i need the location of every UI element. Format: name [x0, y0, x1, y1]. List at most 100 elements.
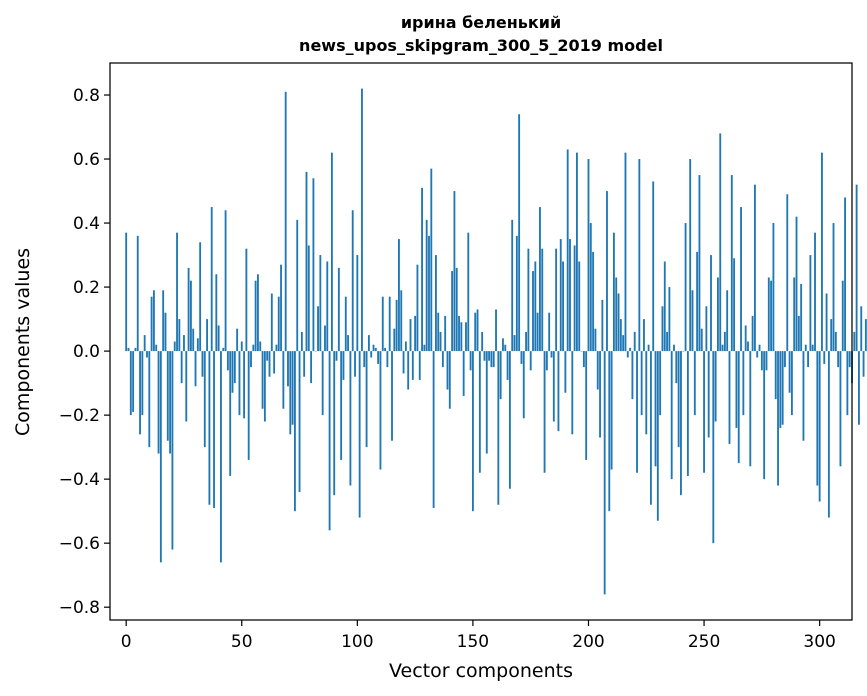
bar [668, 287, 671, 352]
bar [134, 347, 137, 352]
bar [298, 351, 301, 492]
bar [192, 328, 195, 352]
bar [515, 235, 518, 352]
bar [143, 335, 146, 352]
bar [760, 351, 763, 371]
x-tick-label: 150 [457, 632, 489, 652]
bar [818, 351, 821, 502]
bar [164, 312, 167, 352]
y-tick-label: −0.8 [59, 598, 100, 618]
bar [825, 293, 828, 352]
bar [448, 351, 451, 409]
bar [802, 351, 805, 441]
bar [747, 341, 749, 352]
bar [744, 325, 747, 352]
bar [717, 277, 719, 352]
bar [324, 325, 326, 352]
y-tick-label: 0.8 [73, 86, 100, 106]
bar [335, 351, 338, 361]
bar [740, 207, 742, 352]
bar [594, 328, 597, 352]
bar [469, 351, 472, 371]
bar [742, 351, 745, 416]
x-axis-label: Vector components [389, 660, 573, 682]
bar [291, 351, 294, 425]
bar [846, 351, 849, 416]
bar [821, 152, 823, 352]
bar [525, 331, 527, 352]
bar [797, 315, 800, 352]
bar [476, 309, 479, 352]
bar [804, 344, 807, 352]
bar [703, 351, 705, 473]
bar [127, 347, 130, 352]
bar [571, 351, 574, 435]
bar [557, 351, 560, 432]
bar [372, 344, 375, 352]
y-tick-label: 0.2 [73, 278, 100, 298]
bar [381, 296, 384, 352]
bar [636, 351, 638, 473]
bar [210, 207, 213, 352]
bar [841, 280, 844, 352]
bar [617, 293, 620, 352]
bar [858, 351, 860, 425]
bar [439, 331, 442, 352]
bar [349, 351, 352, 486]
bar [307, 245, 310, 352]
bar [536, 312, 539, 352]
bar [358, 351, 361, 518]
bar [728, 351, 731, 444]
bar [187, 267, 190, 352]
bar [543, 351, 546, 473]
bar [502, 338, 504, 352]
x-axis-ticks: 0 50 100 150 200 250 300 [121, 620, 836, 652]
bar [317, 306, 319, 352]
bar [465, 322, 467, 352]
bar [659, 351, 662, 416]
bar [807, 351, 810, 368]
bar [421, 187, 423, 352]
bar [562, 261, 564, 352]
bar [612, 232, 615, 352]
bar [705, 306, 708, 352]
bar [596, 351, 599, 390]
bar [619, 319, 622, 352]
bar [545, 351, 548, 371]
bar [284, 91, 287, 352]
bar [827, 351, 830, 518]
y-axis-ticks: −0.8 −0.6 −0.4 −0.2 0.0 0.2 0.4 0.6 0.8 [59, 86, 110, 618]
bar [162, 290, 165, 352]
bar [573, 245, 576, 352]
bar [603, 351, 606, 595]
bar [624, 152, 627, 352]
bar [136, 235, 139, 352]
bar [478, 351, 481, 473]
bar [645, 351, 648, 435]
bar [414, 315, 417, 352]
bar [753, 184, 756, 352]
bar [384, 347, 386, 352]
bar [310, 351, 313, 384]
bar [816, 351, 819, 486]
bar [564, 351, 567, 393]
bar [721, 344, 724, 352]
bar [344, 296, 347, 352]
bar [599, 351, 601, 438]
bar [354, 351, 356, 377]
bar [180, 351, 183, 384]
bar [444, 315, 447, 352]
bar [220, 351, 222, 563]
bar [492, 351, 495, 368]
bar [259, 341, 262, 352]
bar [171, 351, 174, 550]
bar [400, 290, 403, 352]
bar [795, 216, 798, 352]
bar [363, 351, 366, 368]
bar [474, 312, 477, 352]
bar [402, 351, 405, 374]
y-tick-label: −0.4 [59, 470, 100, 490]
bar [497, 351, 500, 505]
bar [226, 351, 229, 371]
bar [610, 351, 613, 470]
